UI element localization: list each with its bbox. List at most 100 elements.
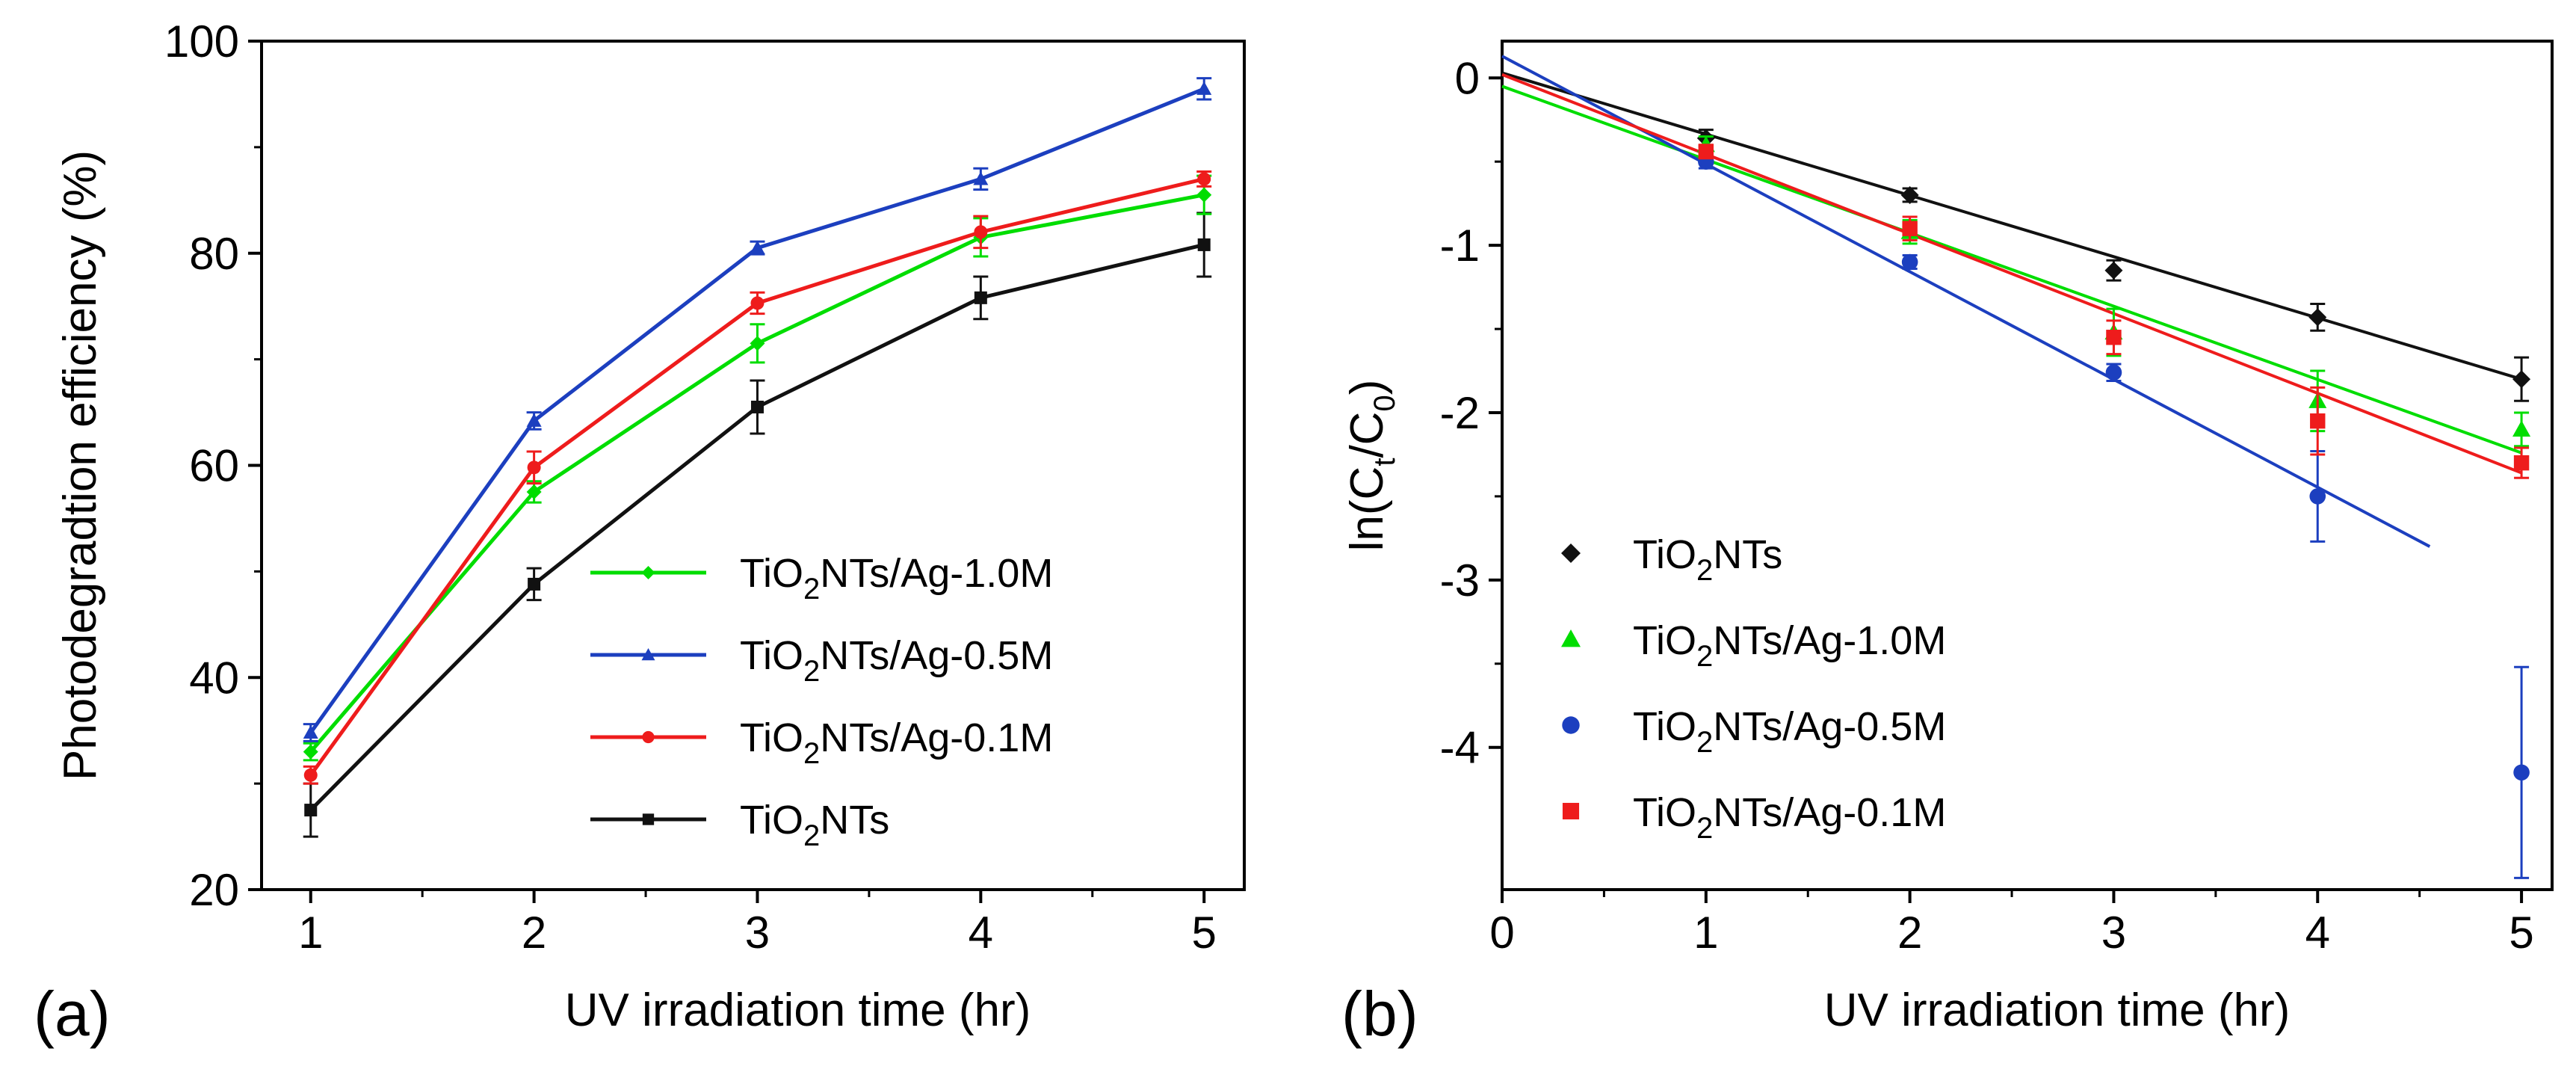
panel-a-square-series-point — [1197, 238, 1211, 251]
panel-a-y-axis-title: Photodegradtion efficiency (%) — [55, 150, 106, 780]
panel-a-square-series-point — [304, 804, 318, 817]
panel-b-circle-series-point — [2309, 488, 2326, 505]
panel-a-triangle-series-point — [973, 171, 989, 185]
panel-a-y-tick-label: 20 — [189, 865, 239, 915]
panel-a-circle-series-point — [750, 296, 765, 310]
panel-a-square-series-point — [974, 291, 987, 304]
panel-b-legend-label-text: NTs — [1713, 532, 1782, 577]
panel-b-legend-label-subscript: 2 — [1696, 812, 1713, 845]
panel-a-legend-label-text: NTs/Ag-0.1M — [820, 715, 1053, 760]
panel-a-legend-label-text: TiO — [740, 715, 803, 760]
panel-a-diamond-series-point — [303, 744, 318, 760]
panel-b-square-series-point — [1902, 221, 1918, 236]
panel-b-triangle-fit-line — [1501, 84, 2522, 455]
panel-b-legend-label-subscript: 2 — [1696, 554, 1713, 587]
panel-b-triangle-series-point — [2512, 420, 2531, 437]
panel-a-legend-label-text: NTs — [820, 798, 889, 843]
panel-b-diamond-series-point — [2104, 261, 2123, 280]
panel-a-legend-marker — [641, 566, 655, 579]
panel-b-circle-fit-line — [1501, 55, 2431, 548]
panel-a-legend-label-subscript: 2 — [803, 573, 820, 606]
panel-a-legend-marker — [641, 648, 655, 661]
panel-b-square-series-point — [2310, 413, 2326, 429]
panel-b-legend-label-subscript: 2 — [1696, 640, 1713, 673]
panel-b-legend-label: TiO2NTs/Ag-0.1M — [1633, 790, 1946, 845]
panel-a-plot-frame — [260, 40, 1246, 891]
panel-b-legend-label-text: NTs/Ag-0.1M — [1713, 790, 1946, 835]
panel-a-legend-label: TiO2NTs/Ag-1.0M — [740, 551, 1053, 606]
panel-a-triangle-series-point — [526, 413, 542, 427]
panel-a-y-tick-label: 100 — [164, 16, 239, 67]
panel-b-legend-marker — [1561, 629, 1581, 647]
panel-a-legend-label: TiO2NTs — [740, 798, 889, 852]
panel-a-x-tick-label: 4 — [969, 908, 993, 958]
panel-b-legend-label-text: TiO — [1633, 704, 1696, 749]
panel-b-y-axis-title-subscript: t — [1368, 458, 1401, 466]
panel-b-legend-marker — [1561, 543, 1581, 563]
panel-b-circle-series-point — [2105, 364, 2122, 381]
panel-b-legend-marker — [1562, 716, 1580, 734]
panel-b-y-axis-title-text: ) — [1341, 380, 1393, 395]
panel-a-diamond-series-point — [750, 336, 765, 351]
panel-b-y-axis-title-subscript: 0 — [1368, 395, 1401, 411]
panel-b-y-tick-label: 0 — [1455, 53, 1480, 103]
panel-a-square-series-point — [750, 400, 764, 413]
panel-a-triangle-series-point — [750, 240, 765, 254]
panel-b-label: (b) — [1341, 979, 1418, 1049]
panel-b-x-tick-label: 2 — [1897, 908, 1922, 958]
panel-b-legend-label-subscript: 2 — [1696, 726, 1713, 759]
panel-b-y-tick-label: -3 — [1440, 555, 1480, 606]
panel-b-square-series-point — [2106, 330, 2122, 345]
panel-a-x-tick-label: 1 — [298, 908, 323, 958]
panel-a-legend-label-text: NTs/Ag-1.0M — [820, 551, 1053, 596]
panel-a-legend-label-subscript: 2 — [803, 655, 820, 688]
panel-a-circle-series-line — [309, 177, 1205, 777]
panel-a-x-tick-label: 5 — [1192, 908, 1217, 958]
panel-b-legend-label: TiO2NTs/Ag-1.0M — [1633, 618, 1946, 673]
panel-b-diamond-series-point — [2308, 308, 2327, 327]
panel-b-circle-series-point — [2513, 764, 2530, 781]
panel-a-label: (a) — [34, 979, 111, 1049]
panel-b-x-tick-label: 4 — [2305, 908, 2330, 958]
panel-b-x-tick-label: 1 — [1693, 908, 1718, 958]
panel-b-legend-label: TiO2NTs — [1633, 532, 1782, 587]
panel-b-y-axis-title-text: ln(C — [1341, 466, 1393, 552]
panel-a-legend-label-subscript: 2 — [803, 737, 820, 770]
panel-b-diamond-series-point — [2512, 370, 2531, 389]
panel-a-legend-label: TiO2NTs/Ag-0.1M — [740, 715, 1053, 770]
panel-b-legend-label-text: TiO — [1633, 790, 1696, 835]
panel-b-legend-marker — [1562, 802, 1580, 820]
panel-a-legend-label-text: NTs/Ag-0.5M — [820, 633, 1053, 678]
panel-b-circle-series-point — [1901, 253, 1918, 271]
panel-b-y-tick-label: -2 — [1440, 388, 1480, 438]
panel-b-square-series-point — [1698, 144, 1714, 159]
panel-a-diamond-series-point — [1196, 187, 1212, 203]
panel-a-legend-label-subscript: 2 — [803, 819, 820, 852]
panel-a-legend-label-text: TiO — [740, 551, 803, 596]
panel-b-diamond-series-point — [1900, 185, 1919, 204]
panel-b-y-axis-title: ln(Ct/C0) — [1341, 380, 1401, 552]
panel-a-legend-marker — [642, 730, 655, 744]
panel-a-legend-marker — [642, 813, 655, 825]
panel-b-x-tick-label: 5 — [2509, 908, 2533, 958]
panel-a-triangle-series-point — [1196, 81, 1212, 95]
panel-b-legend-label-text: TiO — [1633, 618, 1696, 663]
panel-b-legend-label-text: NTs/Ag-1.0M — [1713, 618, 1946, 663]
panel-b-legend-label: TiO2NTs/Ag-0.5M — [1633, 704, 1946, 759]
panel-b-y-axis-title-text: /C — [1341, 412, 1393, 458]
panel-a-y-tick-label: 80 — [189, 229, 239, 279]
panel-b-legend-label-text: TiO — [1633, 532, 1696, 577]
panel-a-square-series-point — [528, 577, 541, 591]
panel-a-legend-label-text: TiO — [740, 633, 803, 678]
panel-a-triangle-series-point — [303, 725, 318, 739]
panel-a-y-tick-label: 40 — [189, 653, 239, 703]
panel-b-plot-frame — [1501, 40, 2554, 891]
panel-a-circle-series-point — [974, 225, 988, 239]
panel-b-x-tick-label: 0 — [1489, 908, 1514, 958]
panel-b-y-tick-label: -1 — [1440, 221, 1480, 271]
panel-a-x-axis-title: UV irradiation time (hr) — [565, 985, 1031, 1036]
panel-a-circle-series-point — [1197, 172, 1211, 186]
panel-a-diamond-series-point — [526, 484, 542, 499]
panel-b-x-tick-label: 3 — [2101, 908, 2126, 958]
panel-b-legend-label-text: NTs/Ag-0.5M — [1713, 704, 1946, 749]
